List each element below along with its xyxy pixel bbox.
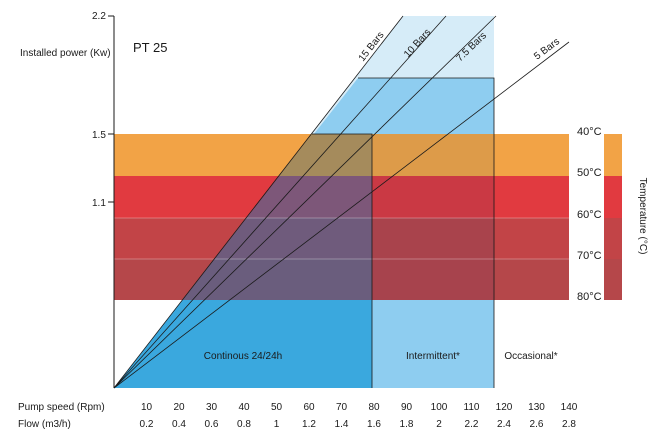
x-tick-label-speed: 60 [303,402,315,413]
temp-legend-60 [604,218,622,259]
x-tick-label-speed: 90 [401,402,413,413]
chart-title: PT 25 [133,40,167,55]
temp-axis-label: Temperature (°C) [637,178,648,255]
x-tick-label-speed: 130 [528,402,545,413]
x-tick-label-flow: 0.4 [172,419,186,430]
x-tick-label-flow: 1 [274,419,280,430]
x-tick-label-flow: 2.4 [497,419,511,430]
temp-label-80: 80°C [577,291,602,303]
x-tick-label-flow: 1.4 [335,419,349,430]
x-tick-label-speed: 10 [141,402,153,413]
temp-legend-50 [604,176,622,218]
x-tick-label-speed: 110 [464,402,480,413]
x-tick-label-speed: 80 [368,402,380,413]
x-tick-label-flow: 2.2 [465,419,479,430]
y-axis-label: Installed power (Kw) [20,48,111,59]
temp-label-40: 40°C [577,126,602,138]
x-tick-label-speed: 100 [431,402,448,413]
pressure-line-15 [113,15,404,389]
x-tick-label-flow: 0.6 [205,419,219,430]
y-tick-label: 1.5 [92,130,106,141]
x-tick-label-speed: 50 [271,402,283,413]
x-tick-label-flow: 2.6 [530,419,544,430]
x-tick-label-flow: 0.2 [140,419,154,430]
temp-legend-70-80 [604,259,622,300]
zone-label-intermittent: Intermittent* [406,351,460,362]
zone-label-continuous: Continous 24/24h [204,351,282,362]
x-tick-label-flow: 2 [436,419,442,430]
x-tick-label-speed: 120 [496,402,513,413]
temp-label-60: 60°C [577,209,602,221]
pressure-line-5 [113,41,570,389]
temp-legend-40 [604,134,622,176]
x-tick-label-speed: 40 [238,402,250,413]
pressure-line-10 [113,15,447,389]
pressure-line-7-5 [113,15,497,389]
x-tick-label-speed: 30 [206,402,218,413]
x-tick-label-flow: 0.8 [237,419,251,430]
x-axis-label-speed: Pump speed (Rpm) [18,402,105,413]
y-tick-label: 1.1 [92,198,106,209]
x-tick-label-speed: 20 [173,402,185,413]
x-tick-label-flow: 2.8 [562,419,576,430]
temp-label-70: 70°C [577,250,602,262]
x-tick-label-speed: 70 [336,402,348,413]
x-tick-label-flow: 1.6 [367,419,381,430]
overlap-intermittent-40 [372,134,494,176]
y-tick-label: 2.2 [92,11,106,22]
overlap-intermittent-50 [372,176,494,218]
temp-label-50: 50°C [577,167,602,179]
x-axis-label-flow: Flow (m3/h) [18,419,71,430]
zone-label-occasional: Occasional* [504,351,557,362]
x-tick-label-flow: 1.2 [302,419,316,430]
x-tick-label-flow: 1.8 [400,419,414,430]
x-tick-label-speed: 140 [561,402,578,413]
